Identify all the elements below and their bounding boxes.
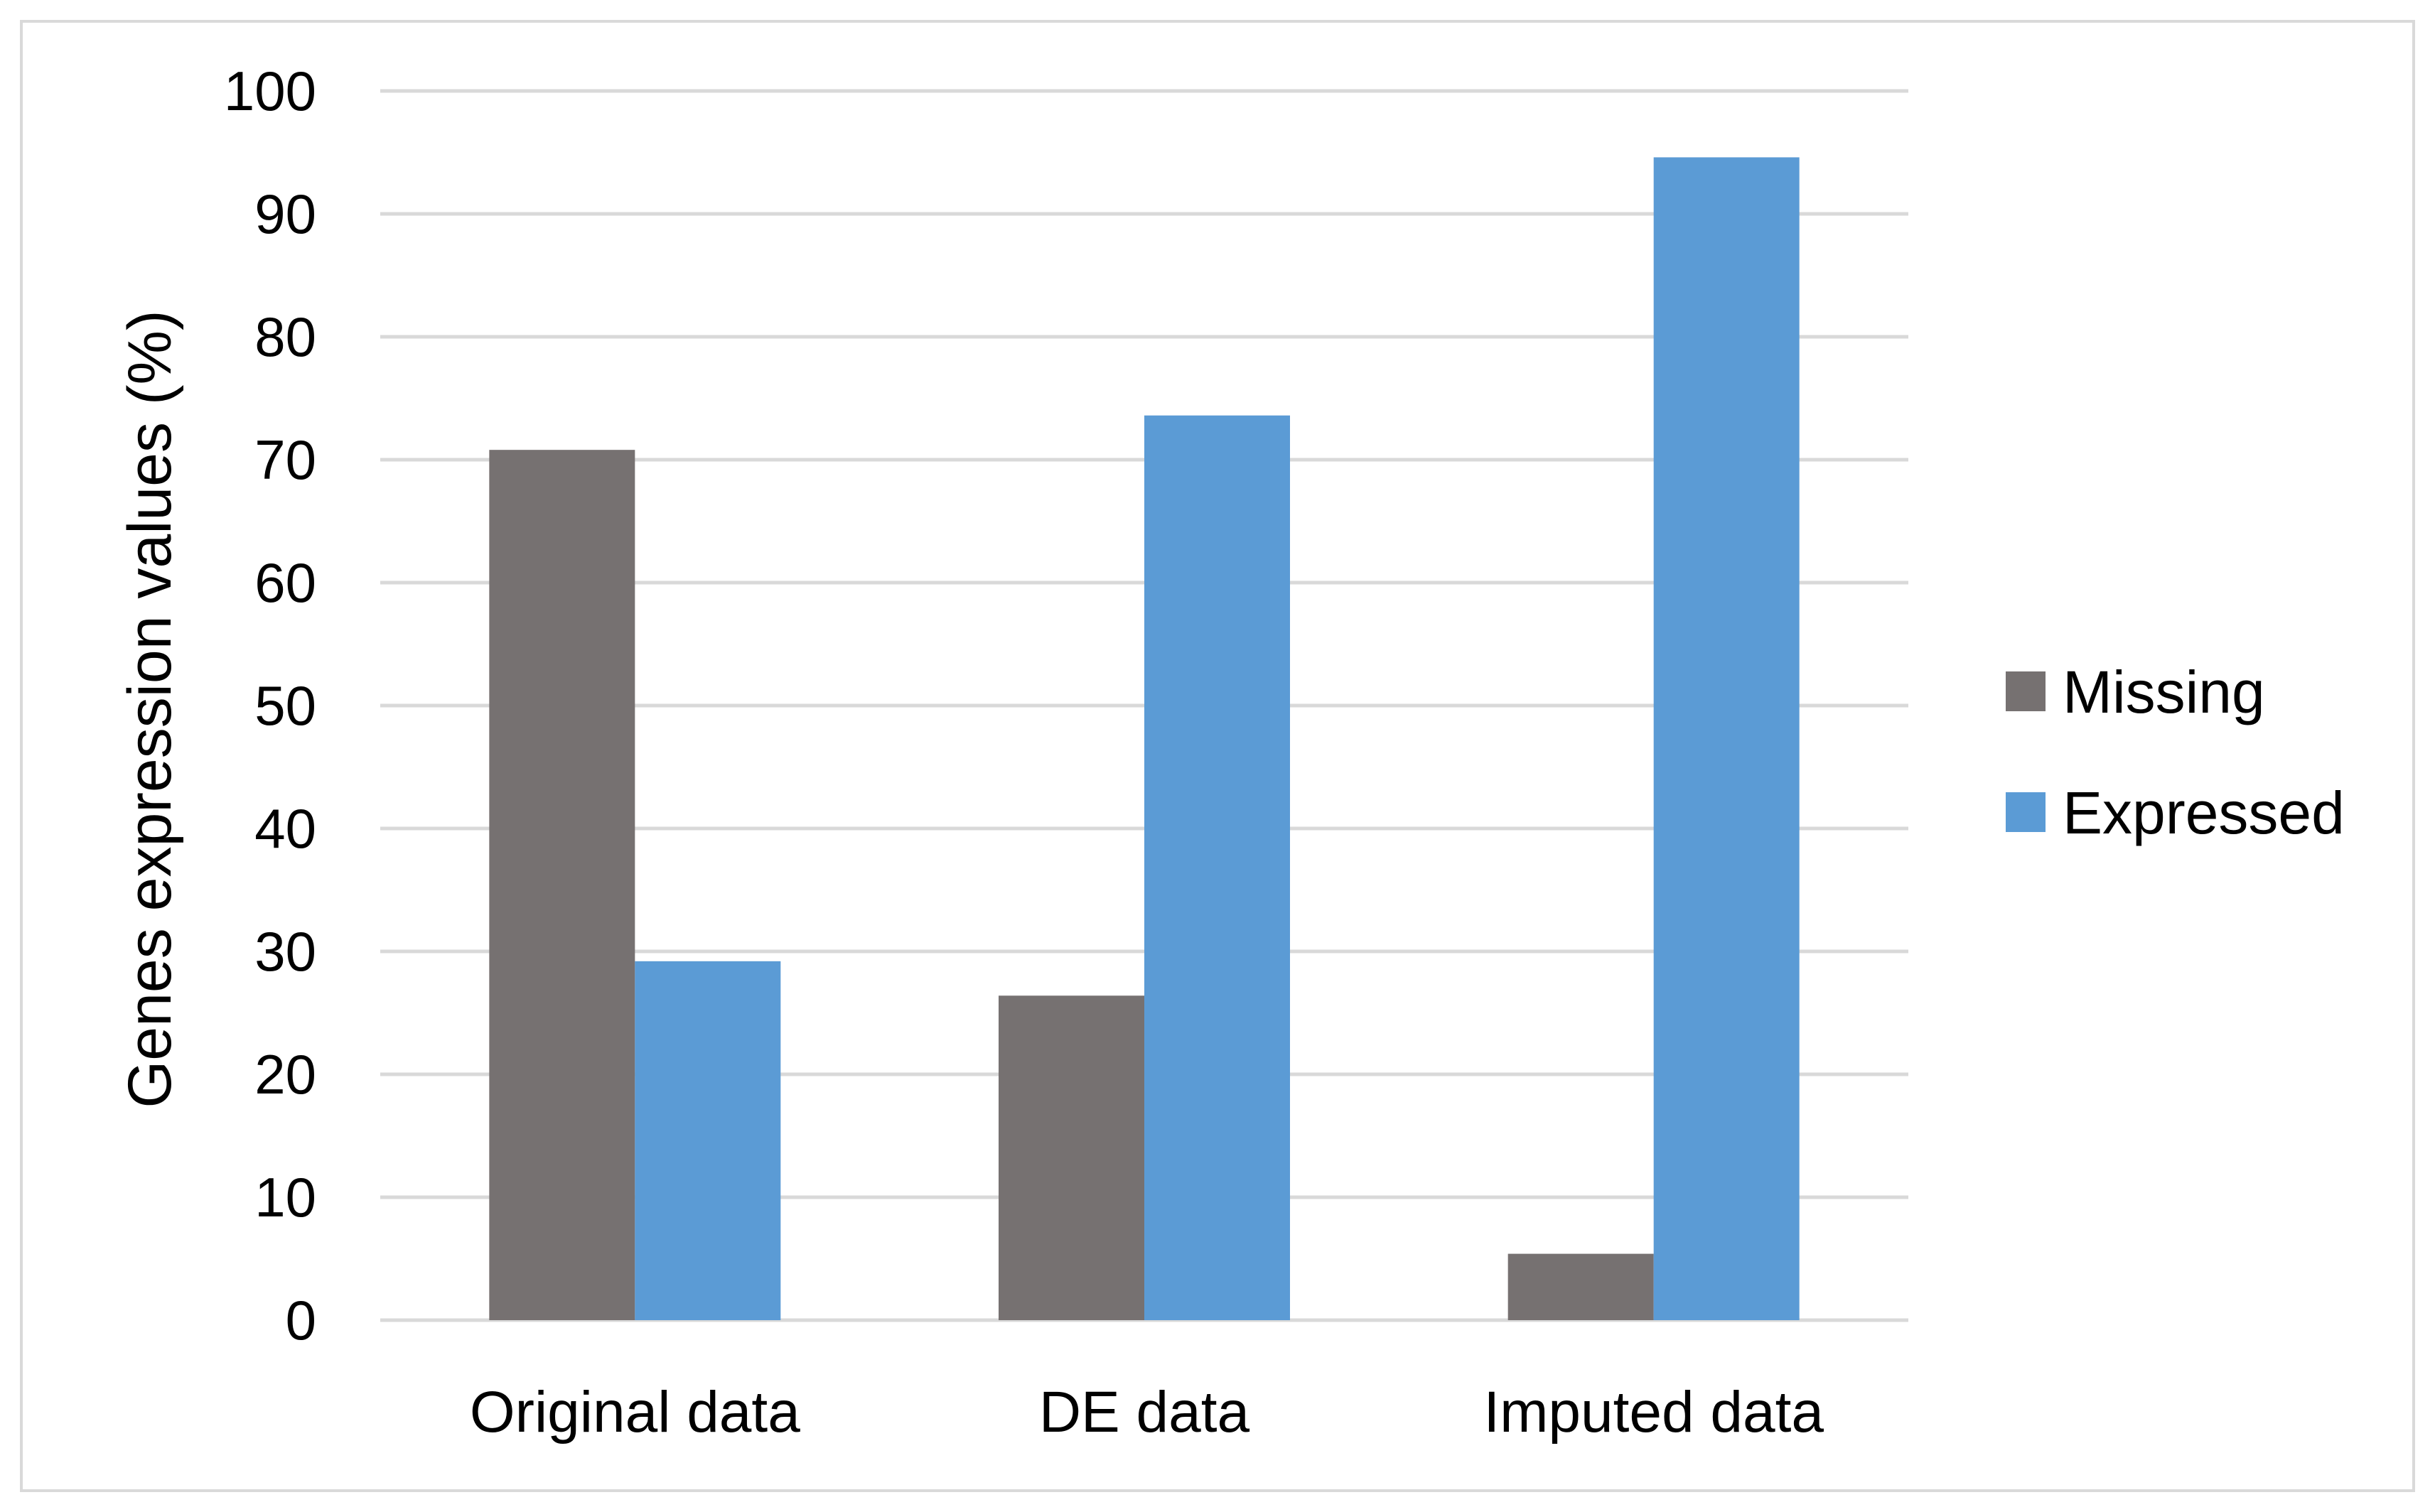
x-axis-labels: Original data DE data Imputed data [470, 1380, 1824, 1444]
y-axis-title: Genes expression values (%) [116, 310, 184, 1108]
legend-swatch-expressed [2006, 792, 2046, 832]
legend: Missing Expressed [2006, 659, 2345, 846]
legend-label-missing: Missing [2063, 659, 2265, 725]
bar-expressed-2 [1653, 157, 1800, 1320]
legend-swatch-missing [2006, 671, 2046, 711]
y-tick-label: 0 [286, 1289, 316, 1351]
bar-expressed-0 [635, 961, 781, 1320]
x-category-label: DE data [1039, 1380, 1250, 1444]
y-tick-label: 20 [254, 1043, 316, 1106]
bar-expressed-1 [1144, 415, 1290, 1320]
x-category-label: Imputed data [1483, 1380, 1824, 1444]
bar-missing-2 [1507, 1253, 1654, 1320]
bar-missing-1 [999, 995, 1144, 1320]
bars [489, 157, 1800, 1321]
y-tick-label: 100 [224, 60, 316, 122]
y-tick-label: 30 [254, 920, 316, 983]
y-axis-ticks: 0 10 20 30 40 50 60 70 80 90 100 [224, 60, 316, 1351]
y-tick-label: 80 [254, 306, 316, 368]
legend-label-expressed: Expressed [2063, 779, 2345, 846]
y-tick-label: 10 [254, 1166, 316, 1228]
x-category-label: Original data [470, 1380, 800, 1444]
y-tick-label: 90 [254, 183, 316, 245]
y-tick-label: 50 [254, 674, 316, 737]
y-tick-label: 70 [254, 428, 316, 491]
y-tick-label: 60 [254, 551, 316, 614]
y-tick-label: 40 [254, 797, 316, 860]
bar-missing-0 [489, 450, 635, 1321]
